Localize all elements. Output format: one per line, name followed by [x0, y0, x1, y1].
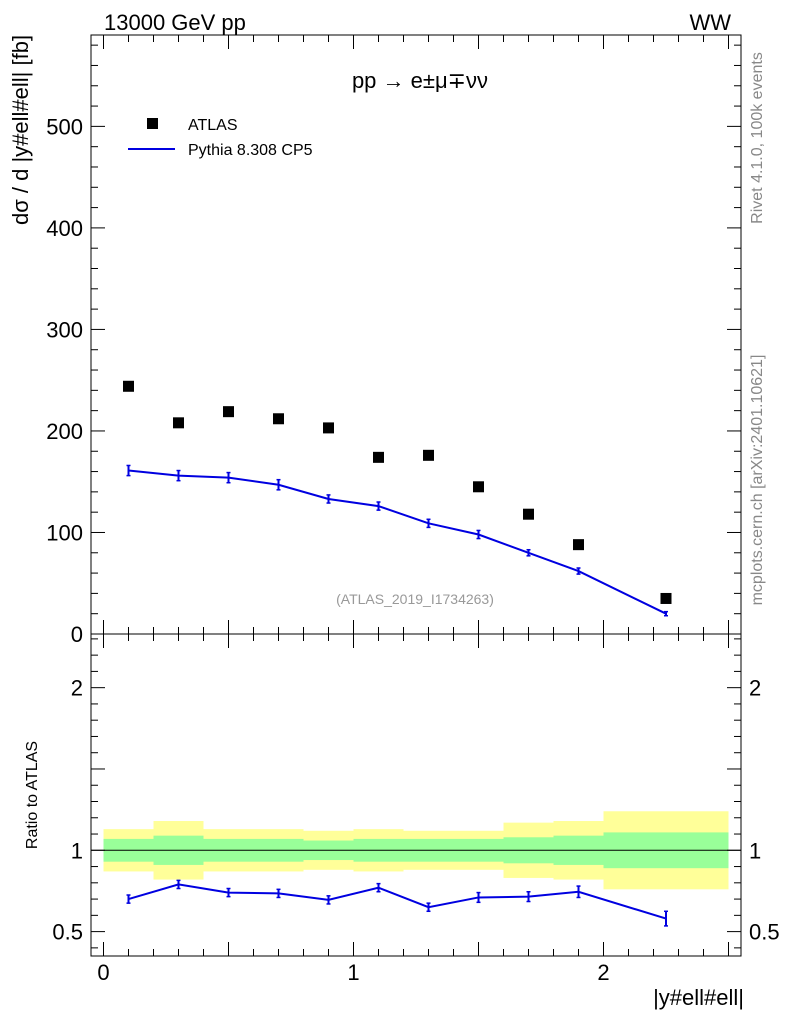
ratio-y-tick-label-right: 0.5 — [749, 920, 780, 945]
atlas-data-point — [423, 449, 434, 461]
atlas-data-point — [573, 539, 584, 551]
main-y-tick-label: 400 — [46, 216, 83, 241]
x-axis-label: |y#ell#ell| — [653, 985, 744, 1010]
legend-mc-label: Pythia 8.308 CP5 — [188, 142, 313, 159]
atlas-data-point — [660, 592, 672, 604]
atlas-data-point — [273, 413, 284, 425]
main-y-tick-label: 100 — [46, 520, 83, 545]
ratio-panel: 0.5 0.5 1 1 2 2 0 1 2 Ratio to ATLAS — [24, 633, 780, 985]
ratio-y-tick-label-left: 1 — [71, 838, 83, 863]
x-tick-label: 0 — [97, 960, 109, 985]
ratio-y-tick-label-left: 2 — [71, 676, 83, 701]
process-title: pp → e±μ∓νν — [352, 68, 488, 93]
main-marks — [123, 380, 672, 617]
atlas-data-point — [323, 422, 334, 434]
process-label: WW — [689, 10, 731, 35]
rivet-label: Rivet 4.1.0, 100k events — [749, 52, 766, 224]
main-y-tick-label: 200 — [46, 419, 83, 444]
main-panel: 0 100 200 300 400 500 pp → e±μ∓νν (ATLAS_2019… — [8, 34, 742, 647]
mcplots-label: mcplots.cern.ch [arXiv:2401.10621] — [749, 355, 766, 606]
x-tick-label: 2 — [597, 960, 609, 985]
ratio-series-line — [128, 883, 667, 920]
ratio-frame — [90, 633, 742, 957]
atlas-data-point — [123, 380, 134, 392]
atlas-data-point — [373, 451, 384, 463]
main-y-tick-label: 0 — [71, 622, 83, 647]
main-ylabel: dσ / d |y#ell#ell| [fb] — [8, 35, 33, 225]
atlas-data-point — [523, 508, 534, 520]
main-ticks: 0 100 200 300 400 500 — [46, 35, 741, 647]
ratio-bands — [91, 811, 741, 890]
legend: ATLAS Pythia 8.308 CP5 — [128, 117, 313, 159]
analysis-watermark: (ATLAS_2019_I1734263) — [336, 591, 494, 607]
ratio-y-tick-label-right: 1 — [749, 838, 761, 863]
ratio-marks — [126, 879, 668, 927]
main-y-tick-label: 300 — [46, 317, 83, 342]
ratio-ylabel: Ratio to ATLAS — [24, 741, 41, 849]
legend-atlas-marker — [147, 118, 158, 129]
atlas-data-point — [473, 481, 484, 493]
atlas-data-point — [173, 417, 184, 429]
ratio-y-tick-label-right: 2 — [749, 676, 761, 701]
ratio-y-tick-label-left: 0.5 — [52, 920, 83, 945]
energy-label: 13000 GeV pp — [104, 10, 246, 35]
main-y-tick-label: 500 — [46, 114, 83, 139]
atlas-data-point — [223, 406, 234, 418]
legend-atlas-label: ATLAS — [188, 117, 238, 134]
x-tick-label: 1 — [347, 960, 359, 985]
ratio-ticks: 0.5 0.5 1 1 2 2 0 1 2 — [52, 634, 780, 985]
